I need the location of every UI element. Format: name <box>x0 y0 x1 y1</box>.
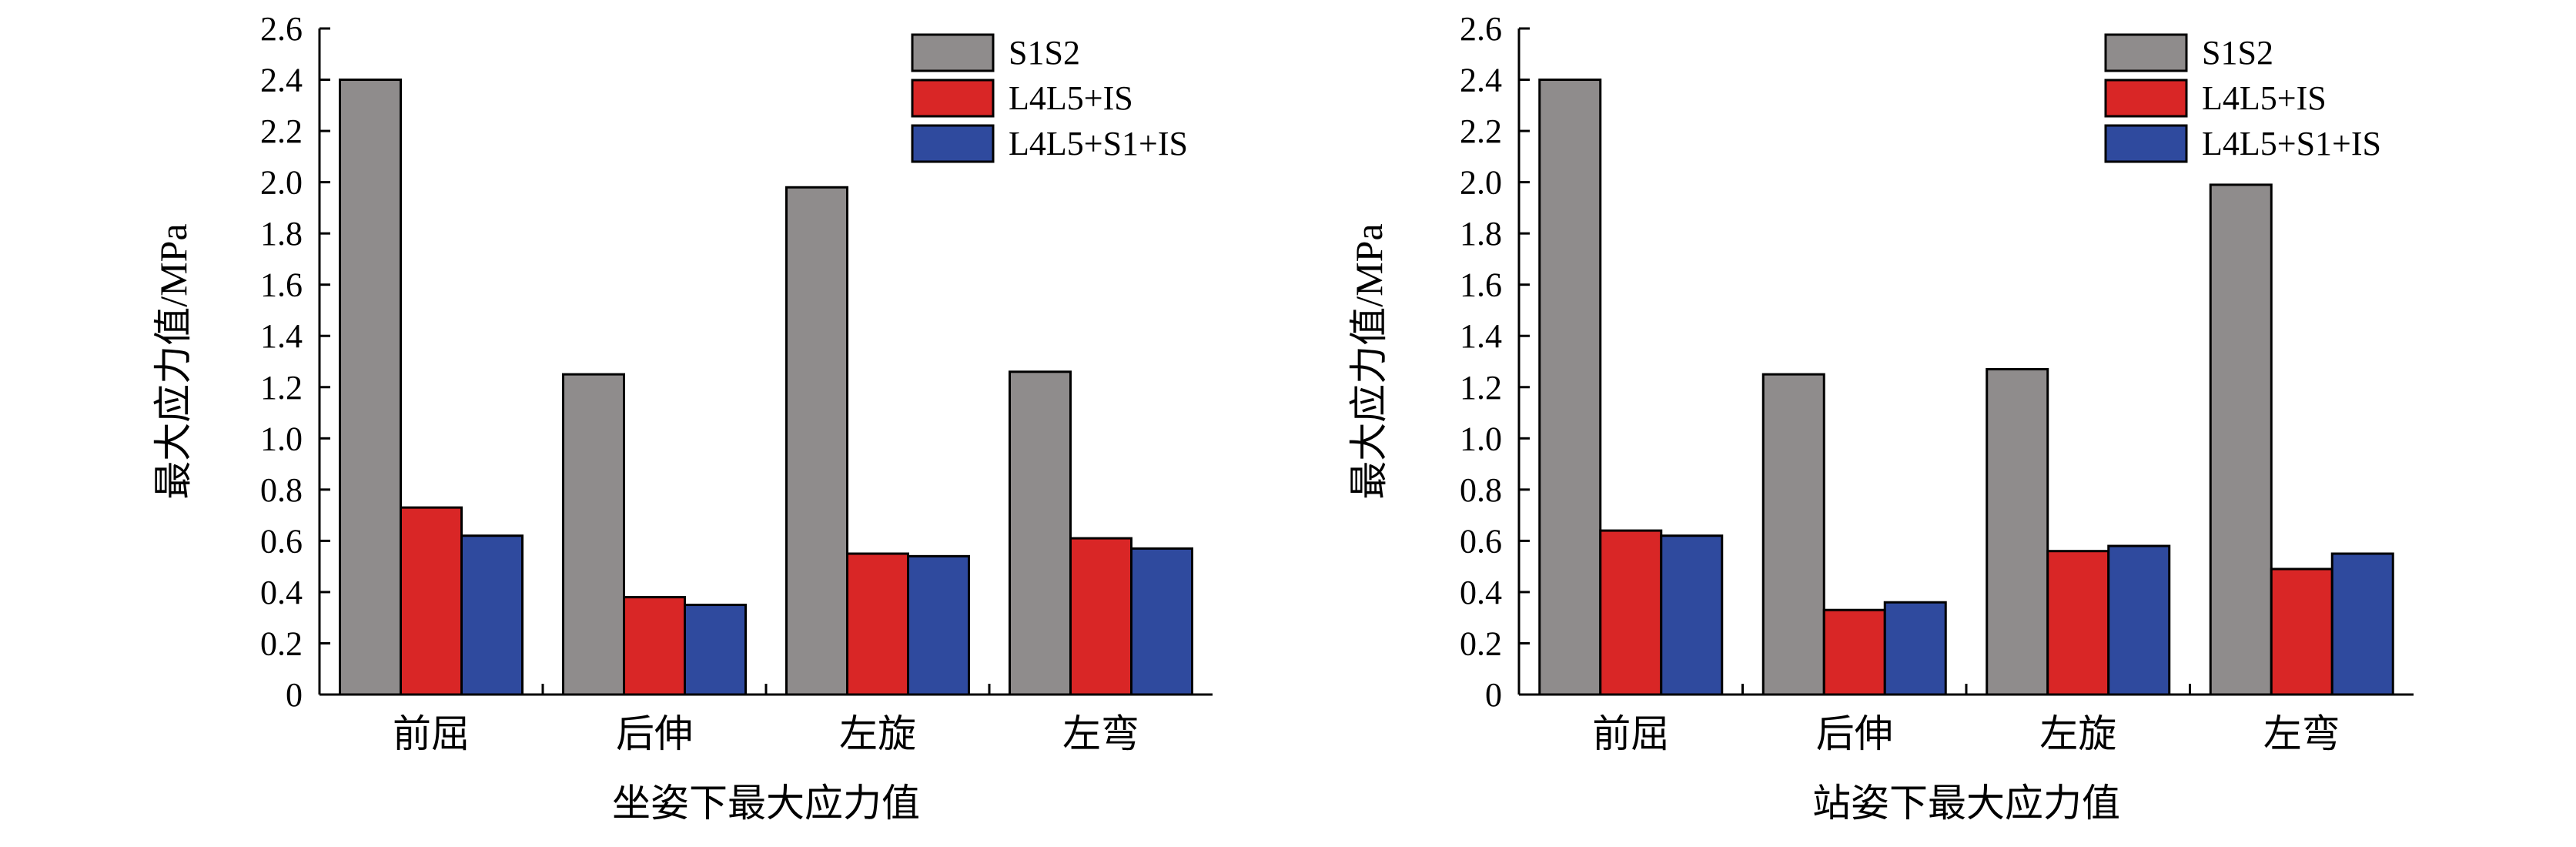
bar-L4L5+S1+IS-左弯 <box>2330 552 2394 696</box>
y-tick-label: 1.6 <box>260 266 303 304</box>
bar-L4L5+IS-左旋 <box>2046 550 2110 696</box>
y-tick-label: 0.2 <box>1460 624 1502 662</box>
chart-panel-sitting: 0 0.2 0.4 0.6 0.8 1.0 1.2 1.4 1.6 1.8 2.0 2.2 2.4 2.6… <box>152 10 1213 825</box>
bar-L4L5+IS-后伸 <box>623 596 686 696</box>
bar-L4L5+IS-左弯 <box>1069 537 1132 696</box>
chart-panel-standing: 0 0.2 0.4 0.6 0.8 1.0 1.2 1.4 1.6 1.8 2.0 2.2 2.4 2.6… <box>1347 10 2414 825</box>
y-tick-label: 2.6 <box>260 10 303 48</box>
y-tick-label: 2.6 <box>1460 10 1502 48</box>
bar-L4L5+IS-前屈 <box>1599 529 1663 696</box>
x-axis-title: 站姿下最大应力值 <box>1812 782 2120 825</box>
bar-S1S2-左旋 <box>1986 367 2049 696</box>
legend-swatch <box>2104 124 2188 163</box>
x-axis-title: 坐姿下最大应力值 <box>612 782 920 825</box>
legend-label: S1S2 <box>2202 34 2273 72</box>
y-tick-label: 2.2 <box>260 112 303 150</box>
bar-S1S2-左旋 <box>785 186 848 696</box>
bar-L4L5+IS-左旋 <box>846 552 909 696</box>
x-category-label: 前屈 <box>393 712 470 755</box>
x-category-label: 后伸 <box>1816 712 1893 755</box>
bar-L4L5+IS-左弯 <box>2270 567 2333 696</box>
y-tick-label: 1.6 <box>1460 266 1502 304</box>
y-tick-label: 0 <box>286 676 303 714</box>
bar-L4L5+S1+IS-前屈 <box>1660 534 1724 696</box>
bar-S1S2-前屈 <box>1538 79 1602 696</box>
bar-L4L5+S1+IS-左旋 <box>907 554 970 696</box>
y-tick-label: 2.4 <box>260 62 303 99</box>
y-tick-label: 1.2 <box>1460 369 1502 407</box>
y-tick-label: 0.8 <box>260 471 303 509</box>
legend-swatch <box>911 79 995 118</box>
bar-S1S2-后伸 <box>562 373 625 696</box>
legend-label: L4L5+S1+IS <box>2202 125 2381 162</box>
y-tick-label: 1.4 <box>1460 317 1502 355</box>
y-tick-label: 0.2 <box>260 624 303 662</box>
y-tick-label: 2.4 <box>1460 62 1502 99</box>
y-tick-label: 2.0 <box>1460 164 1502 202</box>
x-category-label: 前屈 <box>1592 712 1669 755</box>
bar-L4L5+S1+IS-后伸 <box>1883 601 1947 696</box>
x-category-label: 左弯 <box>1062 712 1139 755</box>
legend-label: S1S2 <box>1009 34 1080 72</box>
bar-L4L5+S1+IS-左旋 <box>2107 544 2171 696</box>
y-tick-label: 1.0 <box>260 420 303 457</box>
legend-label: L4L5+IS <box>1009 79 1133 117</box>
y-tick-label: 1.4 <box>260 317 303 355</box>
x-category-label: 后伸 <box>616 712 693 755</box>
bar-S1S2-左弯 <box>1009 370 1072 696</box>
x-category-label: 左旋 <box>2039 712 2116 755</box>
bar-L4L5+S1+IS-左弯 <box>1130 547 1193 696</box>
legend-swatch <box>911 33 995 72</box>
bar-S1S2-后伸 <box>1761 373 1825 696</box>
legend-swatch <box>2104 33 2188 72</box>
legend-label: L4L5+S1+IS <box>1009 125 1188 162</box>
y-axis-title: 最大应力值/MPa <box>1347 223 1390 499</box>
y-axis-title: 最大应力值/MPa <box>152 223 195 499</box>
legend-swatch <box>2104 79 2188 118</box>
y-tick-label: 1.8 <box>260 215 303 253</box>
y-tick-label: 1.0 <box>1460 420 1502 457</box>
y-tick-label: 0 <box>1485 676 1502 714</box>
bar-S1S2-前屈 <box>339 79 402 696</box>
y-tick-label: 0.8 <box>1460 471 1502 509</box>
y-tick-label: 0.4 <box>260 574 303 611</box>
legend-label: L4L5+IS <box>2202 79 2327 117</box>
bar-L4L5+S1+IS-后伸 <box>684 604 747 696</box>
y-tick-label: 2.0 <box>260 164 303 202</box>
y-tick-label: 0.6 <box>260 522 303 560</box>
bar-S1S2-左弯 <box>2209 183 2273 696</box>
x-category-label: 左旋 <box>839 712 916 755</box>
y-tick-label: 2.2 <box>1460 112 1502 150</box>
bar-L4L5+S1+IS-前屈 <box>460 534 524 696</box>
bar-L4L5+IS-前屈 <box>400 506 463 696</box>
y-tick-label: 1.8 <box>1460 215 1502 253</box>
y-tick-label: 1.2 <box>260 369 303 407</box>
y-tick-label: 0.4 <box>1460 574 1502 611</box>
bar-L4L5+IS-后伸 <box>1822 608 1886 696</box>
legend-swatch <box>911 124 995 163</box>
y-tick-label: 0.6 <box>1460 522 1502 560</box>
x-category-label: 左弯 <box>2263 712 2340 755</box>
